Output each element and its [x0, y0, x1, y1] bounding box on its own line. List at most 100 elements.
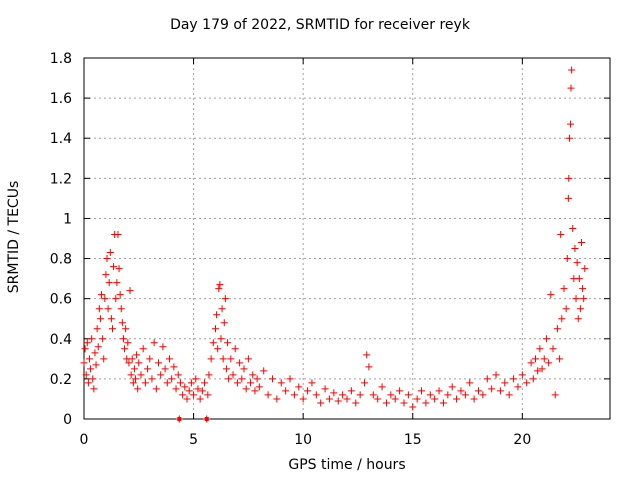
data-point — [192, 375, 200, 383]
data-point — [572, 295, 580, 303]
data-point — [117, 305, 125, 313]
data-point — [361, 379, 369, 387]
data-point — [286, 375, 294, 383]
data-point — [212, 325, 219, 333]
data-point — [129, 379, 137, 387]
data-point — [157, 371, 165, 379]
data-point — [244, 355, 252, 363]
data-point — [330, 389, 338, 397]
data-point — [152, 385, 160, 393]
data-point — [215, 285, 223, 293]
data-point — [106, 249, 114, 257]
data-point — [575, 275, 583, 283]
x-tick-label: 0 — [80, 432, 89, 448]
data-point — [260, 367, 268, 375]
data-point — [132, 375, 140, 383]
data-point — [85, 355, 93, 363]
axis-marker — [204, 417, 209, 421]
data-point — [190, 391, 198, 399]
data-point — [387, 391, 395, 399]
data-point — [551, 391, 559, 399]
data-point — [94, 343, 102, 351]
data-point — [231, 345, 239, 353]
data-point — [426, 391, 434, 399]
data-point — [122, 325, 130, 333]
data-point — [531, 355, 539, 363]
x-tick-label: 10 — [294, 432, 312, 448]
data-point — [431, 395, 439, 403]
data-point — [273, 395, 281, 403]
data-point — [84, 379, 92, 387]
y-tick-label: 1.2 — [50, 171, 72, 187]
data-point — [159, 343, 167, 351]
data-point — [545, 359, 553, 367]
y-tick-label: 0.4 — [50, 332, 72, 348]
data-point — [510, 375, 518, 383]
y-tick-label: 0 — [63, 412, 72, 428]
data-point — [282, 387, 290, 395]
data-point — [461, 391, 469, 399]
data-point — [496, 387, 504, 395]
data-point — [217, 335, 225, 343]
data-point — [95, 305, 103, 313]
data-point — [113, 279, 121, 287]
y-tick-label: 0.2 — [50, 372, 72, 388]
data-point — [89, 375, 97, 383]
chart-title: Day 179 of 2022, SRMTID for receiver rey… — [170, 17, 470, 33]
data-point — [161, 365, 169, 373]
y-tick-label: 1 — [63, 211, 72, 227]
data-point — [564, 194, 572, 202]
data-point — [290, 391, 298, 399]
data-point — [578, 239, 586, 247]
y-tick-label: 1.4 — [50, 131, 72, 147]
data-point — [82, 371, 90, 379]
data-point — [146, 355, 154, 363]
data-point — [104, 305, 112, 313]
data-point — [119, 335, 127, 343]
data-point — [571, 245, 579, 253]
data-point — [80, 359, 88, 367]
data-point — [453, 395, 461, 403]
data-point — [391, 395, 399, 403]
data-point — [148, 375, 156, 383]
data-point — [325, 395, 333, 403]
data-point — [219, 355, 227, 363]
data-point — [133, 351, 141, 359]
data-point — [227, 355, 235, 363]
data-point — [107, 315, 115, 323]
data-point — [253, 375, 261, 383]
data-point — [409, 403, 417, 411]
data-point — [242, 385, 250, 393]
data-point — [185, 387, 193, 395]
axis-ticks: 0 0.2 0.4 0.6 0.8 1 1.2 1.4 1.6 1.8 0 5 10 15 20 — [50, 51, 610, 448]
data-point — [91, 349, 99, 357]
data-point — [225, 375, 233, 383]
data-point — [556, 355, 564, 363]
data-point — [220, 319, 228, 327]
x-tick-label: 5 — [189, 432, 198, 448]
data-point — [209, 339, 217, 347]
plot-frame — [83, 57, 611, 420]
data-point — [240, 365, 248, 373]
data-point — [404, 391, 412, 399]
data-point — [347, 387, 355, 395]
data-point — [562, 305, 570, 313]
data-point — [83, 339, 91, 347]
axis-marker — [177, 417, 182, 421]
data-point — [172, 385, 180, 393]
data-point — [181, 383, 189, 391]
data-point — [194, 385, 202, 393]
data-point — [569, 224, 577, 232]
data-point — [418, 387, 426, 395]
data-point — [343, 395, 351, 403]
data-point — [144, 365, 152, 373]
data-point — [553, 325, 561, 333]
data-point — [174, 371, 182, 379]
data-point — [321, 385, 329, 393]
data-point — [125, 359, 133, 367]
data-point — [444, 391, 452, 399]
data-point — [205, 371, 213, 379]
data-point — [475, 387, 482, 395]
data-point — [560, 285, 568, 293]
data-point — [155, 359, 163, 367]
